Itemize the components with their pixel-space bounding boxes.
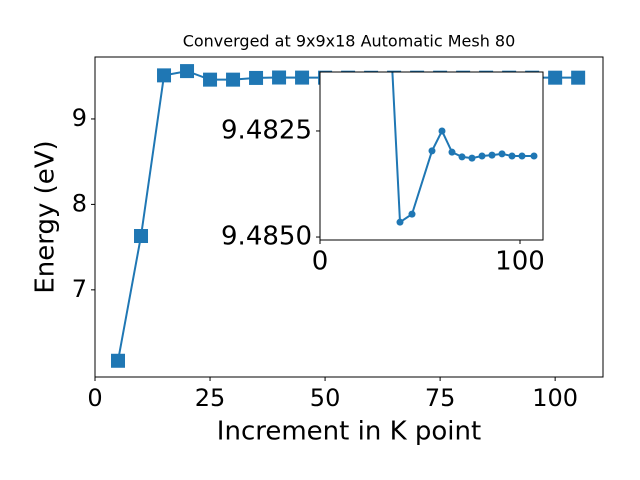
x-tick-label: 100 — [532, 384, 578, 412]
data-point — [458, 153, 466, 161]
y-tick-label: 9.4850 — [221, 222, 312, 252]
data-point — [428, 147, 436, 155]
plot-area — [320, 72, 543, 240]
plot-frame — [319, 71, 544, 241]
data-point — [448, 148, 456, 156]
data-point — [468, 154, 476, 162]
data-point — [249, 70, 264, 85]
data-point — [180, 64, 195, 79]
data-point — [203, 72, 218, 87]
data-point — [157, 68, 172, 83]
x-tick-label: 75 — [425, 384, 456, 412]
y-tick-label: 8 — [72, 189, 87, 217]
data-point — [518, 152, 526, 160]
data-point — [387, 21, 394, 28]
data-point — [548, 70, 563, 85]
x-tick-label: 100 — [495, 247, 545, 277]
x-axis-label: Increment in K point — [217, 417, 481, 447]
data-point — [571, 70, 586, 85]
data-point — [498, 150, 506, 158]
x-tick-label: 0 — [87, 384, 102, 412]
data-point — [508, 152, 516, 160]
y-axis-label: Energy (eV) — [31, 140, 61, 293]
data-point — [295, 70, 310, 85]
x-tick-label: 25 — [195, 384, 226, 412]
data-point — [408, 210, 416, 218]
data-point — [272, 70, 287, 85]
chart-title: Converged at 9x9x18 Automatic Mesh 80 — [183, 32, 516, 51]
data-point — [396, 218, 404, 226]
y-tick-label: 9.4825 — [221, 115, 312, 145]
x-tick-label: 0 — [312, 247, 329, 277]
data-point — [530, 152, 538, 160]
x-tick-label: 50 — [310, 384, 341, 412]
plot-content — [387, 21, 538, 226]
data-point — [111, 353, 126, 368]
data-point — [478, 152, 486, 160]
data-point — [488, 151, 496, 159]
y-tick-label: 7 — [72, 275, 87, 303]
data-point — [438, 127, 446, 135]
data-point — [134, 229, 149, 244]
data-point — [226, 72, 241, 87]
plot-frame — [94, 56, 604, 378]
y-tick-label: 9 — [72, 104, 87, 132]
